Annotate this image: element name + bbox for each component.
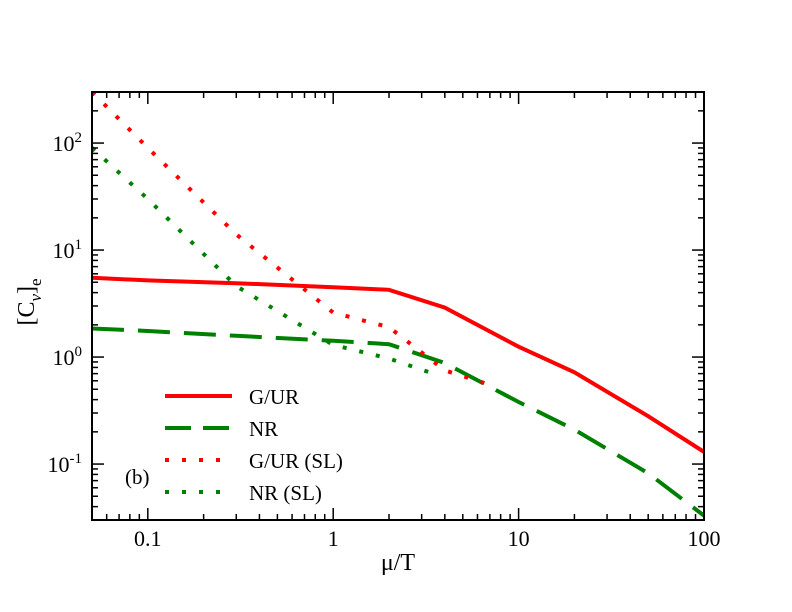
panel-label: (b) [125, 465, 150, 489]
y-axis-label-sub2: e [26, 278, 45, 286]
x-tick-label: 0.1 [134, 526, 162, 551]
series-layer [92, 92, 704, 518]
y-axis-label-close: ] [14, 286, 40, 294]
legend-label-3: G/UR (SL) [249, 449, 343, 473]
series-line-1 [92, 275, 704, 454]
legend-label-4: NR (SL) [249, 481, 322, 505]
x-axis-label: μ/T [381, 550, 416, 576]
y-axis-label-base: [C [14, 302, 40, 326]
tick-labels: 0.1 1 10 100 10-1 100 101 102 [48, 130, 721, 551]
y-axis-label: [Cν]e [14, 278, 45, 325]
y-axis-label-sub1: ν [26, 294, 45, 302]
series-line-3 [92, 92, 491, 387]
legend-label-1: G/UR [249, 385, 299, 409]
plot-frame [91, 91, 705, 521]
x-tick-label: 10 [508, 526, 530, 551]
y-tick-label: 100 [53, 344, 83, 370]
ticks-layer [91, 91, 705, 521]
series-line-2 [92, 326, 704, 518]
y-tick-label: 10-1 [48, 451, 83, 477]
x-tick-label: 100 [688, 526, 721, 551]
y-tick-label: 101 [53, 237, 83, 263]
y-tick-label: 102 [53, 130, 83, 156]
x-tick-label: 1 [328, 526, 339, 551]
legend-label-2: NR [249, 417, 278, 441]
legend: G/UR NR G/UR (SL) NR (SL) [165, 385, 343, 505]
series-line-4 [92, 146, 430, 375]
